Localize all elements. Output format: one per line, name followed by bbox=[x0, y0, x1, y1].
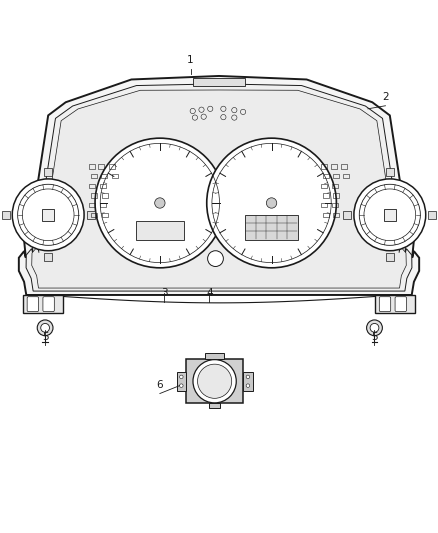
FancyBboxPatch shape bbox=[243, 372, 253, 391]
FancyBboxPatch shape bbox=[44, 253, 52, 261]
FancyBboxPatch shape bbox=[375, 295, 415, 313]
Bar bbox=[101, 174, 107, 179]
Text: 6: 6 bbox=[156, 380, 163, 390]
FancyBboxPatch shape bbox=[44, 168, 52, 176]
Bar bbox=[333, 174, 339, 179]
Bar bbox=[323, 213, 329, 217]
FancyBboxPatch shape bbox=[136, 221, 184, 240]
Bar bbox=[102, 193, 108, 198]
FancyBboxPatch shape bbox=[386, 168, 394, 176]
Bar bbox=[91, 213, 97, 217]
Bar bbox=[98, 165, 104, 169]
Circle shape bbox=[12, 179, 84, 251]
FancyBboxPatch shape bbox=[343, 211, 351, 219]
FancyBboxPatch shape bbox=[245, 215, 298, 239]
Circle shape bbox=[95, 138, 225, 268]
Circle shape bbox=[198, 364, 232, 398]
Circle shape bbox=[354, 179, 426, 251]
Circle shape bbox=[41, 324, 49, 332]
FancyBboxPatch shape bbox=[209, 403, 220, 408]
Text: 2: 2 bbox=[382, 92, 389, 102]
Bar bbox=[321, 184, 327, 188]
FancyBboxPatch shape bbox=[2, 211, 10, 219]
Bar bbox=[332, 203, 338, 207]
Circle shape bbox=[207, 138, 336, 268]
Circle shape bbox=[266, 198, 277, 208]
Circle shape bbox=[155, 198, 165, 208]
Bar bbox=[89, 203, 95, 207]
Bar bbox=[100, 184, 106, 188]
Text: 5: 5 bbox=[42, 332, 49, 342]
Bar bbox=[333, 193, 339, 198]
Bar bbox=[331, 165, 337, 169]
Circle shape bbox=[370, 324, 379, 332]
Circle shape bbox=[180, 375, 183, 378]
Bar bbox=[89, 165, 95, 169]
FancyBboxPatch shape bbox=[428, 211, 436, 219]
Bar bbox=[343, 174, 349, 179]
Circle shape bbox=[246, 384, 250, 387]
Circle shape bbox=[246, 375, 250, 378]
Text: 3: 3 bbox=[161, 288, 168, 298]
Polygon shape bbox=[26, 84, 412, 291]
Text: 1: 1 bbox=[187, 55, 194, 65]
Bar bbox=[109, 165, 115, 169]
Bar bbox=[323, 174, 329, 179]
FancyBboxPatch shape bbox=[87, 211, 95, 219]
Circle shape bbox=[193, 360, 236, 403]
Circle shape bbox=[180, 384, 183, 387]
Bar bbox=[100, 203, 106, 207]
Bar bbox=[91, 174, 97, 179]
Bar bbox=[91, 193, 97, 198]
FancyBboxPatch shape bbox=[379, 297, 391, 312]
Bar bbox=[323, 193, 329, 198]
Bar bbox=[89, 184, 95, 188]
FancyBboxPatch shape bbox=[386, 253, 394, 261]
FancyBboxPatch shape bbox=[205, 353, 224, 359]
Bar bbox=[333, 213, 339, 217]
Bar bbox=[321, 203, 327, 207]
FancyBboxPatch shape bbox=[177, 372, 186, 391]
FancyBboxPatch shape bbox=[384, 209, 396, 221]
Bar bbox=[102, 213, 108, 217]
Bar bbox=[321, 165, 327, 169]
Polygon shape bbox=[19, 76, 419, 295]
Circle shape bbox=[37, 320, 53, 336]
FancyBboxPatch shape bbox=[43, 297, 54, 312]
FancyBboxPatch shape bbox=[186, 359, 243, 403]
Text: 4: 4 bbox=[206, 288, 213, 298]
Bar bbox=[112, 174, 118, 179]
FancyBboxPatch shape bbox=[42, 209, 54, 221]
Text: 5: 5 bbox=[371, 332, 378, 342]
FancyBboxPatch shape bbox=[395, 297, 406, 312]
Bar bbox=[341, 165, 347, 169]
FancyBboxPatch shape bbox=[193, 78, 245, 86]
FancyBboxPatch shape bbox=[23, 295, 63, 313]
Bar bbox=[332, 184, 338, 188]
Circle shape bbox=[367, 320, 382, 336]
Circle shape bbox=[208, 251, 223, 266]
Polygon shape bbox=[32, 90, 406, 288]
FancyBboxPatch shape bbox=[27, 297, 39, 312]
